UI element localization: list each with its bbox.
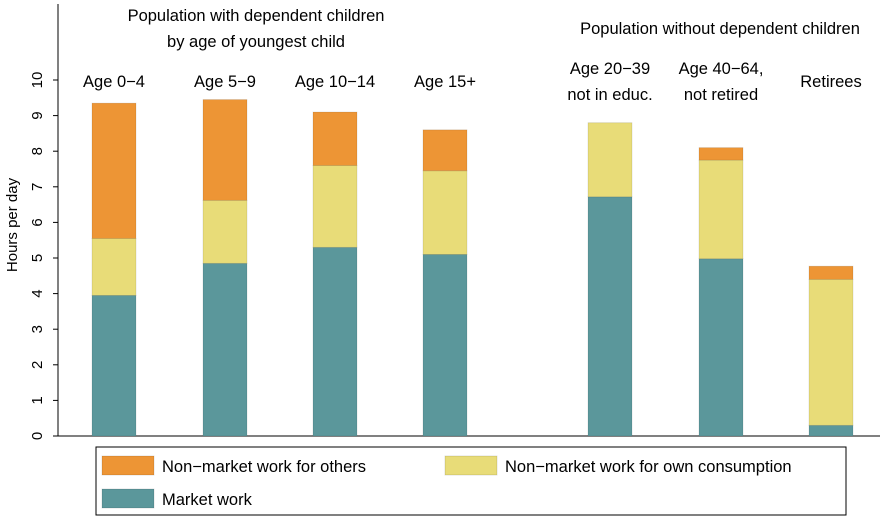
bar-segment [587,122,633,198]
category-label: Age 40−64, [679,60,764,78]
bar-segment [698,159,744,260]
legend-swatch [101,455,155,476]
y-tick-label: 9 [29,111,46,119]
bar-segment [202,199,248,264]
bar-segment [422,254,468,437]
bar-segment [312,111,358,166]
y-tick-label: 2 [29,361,46,369]
category-label: Age 20−39 [570,60,650,78]
group-headers: Population with dependent children by ag… [128,7,860,51]
group-header-with-children-line2: by age of youngest child [167,33,345,51]
bar-segment [202,99,248,201]
group-header-without-children: Population without dependent children [580,20,860,38]
legend-label: Market work [162,491,253,509]
bar-segment [422,129,468,172]
bar-segment [808,265,854,280]
legend-label: Non−market work for own consumption [505,458,792,476]
bar-segment [698,147,744,161]
category-label: Age 0−4 [83,73,145,91]
y-tick-label: 8 [29,147,46,155]
y-tick-label: 0 [29,432,46,440]
category-label: Age 5−9 [194,73,256,91]
y-tick-label: 1 [29,396,46,404]
legend-label: Non−market work for others [162,458,366,476]
y-tick-label: 3 [29,325,46,333]
y-tick-label: 7 [29,183,46,191]
bar-segment [312,246,358,437]
y-tick-label: 4 [29,289,46,297]
bar-segment [587,196,633,437]
bar-segment [422,170,468,255]
legend-swatch [101,488,155,509]
bar-segment [91,294,137,437]
category-label: not in educ. [567,86,652,104]
bar-segment [808,424,854,437]
legend-swatch [444,455,498,476]
legend: Non−market work for others Non−market wor… [95,446,847,516]
y-axis-title: Hours per day [4,177,21,272]
category-label: Age 15+ [414,73,476,91]
bar-segment [808,278,854,426]
category-label: Retirees [800,73,861,91]
group-header-with-children-line1: Population with dependent children [128,7,385,25]
bar-segment [91,238,137,296]
category-label: not retired [684,86,758,104]
category-label: Age 10−14 [295,73,375,91]
bar-segment [202,262,248,437]
bar-segment [312,165,358,248]
y-tick-label: 5 [29,254,46,262]
plot-area: 0 1 2 3 4 5 6 7 8 9 10 Age 0−4 Age 5−9 Age 10−14 Age 1… [29,4,880,440]
y-tick-label: 10 [29,72,46,89]
bar-segment [91,102,137,239]
y-tick-label: 6 [29,218,46,226]
bar-segment [698,258,744,437]
